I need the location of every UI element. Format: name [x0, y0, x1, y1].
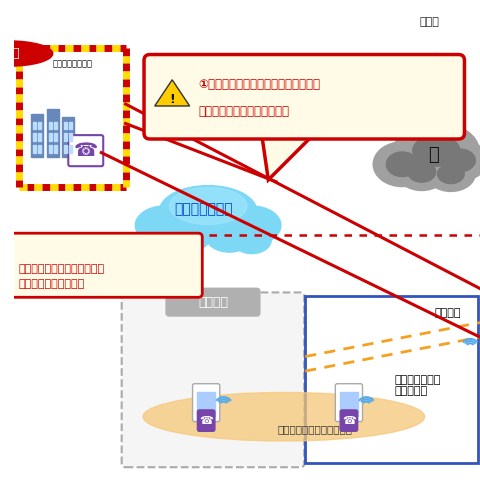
- Bar: [69, 133, 72, 141]
- Ellipse shape: [373, 142, 432, 187]
- Ellipse shape: [0, 41, 53, 66]
- Bar: [33, 121, 36, 129]
- Text: （内線電話端末）: （内線電話端末）: [52, 60, 92, 68]
- Polygon shape: [155, 80, 190, 106]
- Ellipse shape: [413, 135, 460, 166]
- Text: 変更等を行い勝手に内線登録: 変更等を行い勝手に内線登録: [198, 105, 289, 119]
- Ellipse shape: [394, 122, 479, 179]
- Text: !: !: [169, 93, 175, 106]
- FancyBboxPatch shape: [340, 410, 358, 432]
- Text: パソコン: パソコン: [434, 308, 461, 318]
- FancyBboxPatch shape: [144, 55, 465, 139]
- Bar: [54, 133, 57, 141]
- Ellipse shape: [446, 149, 475, 171]
- Ellipse shape: [386, 152, 419, 177]
- Bar: [47, 109, 59, 157]
- Bar: [24, 53, 120, 182]
- Polygon shape: [262, 133, 315, 180]
- FancyBboxPatch shape: [192, 384, 220, 421]
- Ellipse shape: [434, 140, 480, 181]
- Ellipse shape: [143, 393, 425, 441]
- Ellipse shape: [159, 186, 257, 236]
- Bar: [340, 393, 358, 416]
- Bar: [33, 133, 36, 141]
- Ellipse shape: [396, 154, 447, 191]
- Text: 内線電話端末になりすまして: 内線電話端末になりすまして: [19, 264, 105, 274]
- FancyBboxPatch shape: [5, 233, 202, 297]
- Ellipse shape: [145, 227, 184, 253]
- Bar: [64, 121, 67, 129]
- Text: ☎: ☎: [342, 416, 356, 426]
- FancyBboxPatch shape: [68, 135, 103, 166]
- Text: 電: 電: [428, 145, 439, 164]
- Ellipse shape: [437, 164, 464, 183]
- Ellipse shape: [162, 218, 211, 252]
- Ellipse shape: [422, 54, 451, 73]
- Ellipse shape: [135, 206, 193, 245]
- Bar: [38, 133, 41, 141]
- Bar: [69, 145, 72, 153]
- FancyBboxPatch shape: [122, 292, 304, 467]
- Bar: [69, 121, 72, 129]
- Bar: [49, 145, 52, 153]
- Ellipse shape: [169, 188, 247, 225]
- Text: ①インターネット経由で侵入して設定: ①インターネット経由で侵入して設定: [198, 78, 320, 91]
- Bar: [54, 121, 57, 129]
- Bar: [62, 117, 74, 157]
- Bar: [33, 145, 36, 153]
- Ellipse shape: [205, 218, 254, 252]
- Bar: [54, 145, 57, 153]
- FancyBboxPatch shape: [197, 410, 215, 432]
- Text: スマートフォン
パソコン等: スマートフォン パソコン等: [395, 375, 441, 396]
- Text: ☎: ☎: [73, 141, 98, 160]
- Text: 海外の電話番号に発信: 海外の電話番号に発信: [19, 279, 85, 288]
- Text: 内線登録して利用する機器: 内線登録して利用する機器: [277, 424, 352, 434]
- Ellipse shape: [408, 162, 436, 182]
- Text: 攻撃者: 攻撃者: [0, 47, 20, 60]
- Text: 覚えの: 覚えの: [420, 17, 440, 27]
- Bar: [64, 133, 67, 141]
- Bar: [49, 121, 52, 129]
- Ellipse shape: [223, 206, 281, 245]
- Text: 外出先等: 外出先等: [198, 296, 228, 309]
- FancyBboxPatch shape: [336, 384, 362, 421]
- Bar: [38, 121, 41, 129]
- FancyBboxPatch shape: [166, 288, 261, 317]
- Ellipse shape: [232, 227, 271, 253]
- Ellipse shape: [437, 62, 461, 78]
- Text: インターネット: インターネット: [174, 202, 233, 216]
- Bar: [305, 296, 478, 463]
- Ellipse shape: [416, 63, 437, 77]
- Bar: [31, 114, 43, 157]
- Bar: [197, 393, 215, 416]
- Bar: [64, 145, 67, 153]
- Bar: [49, 133, 52, 141]
- Ellipse shape: [427, 156, 475, 192]
- Text: ☎: ☎: [199, 416, 213, 426]
- Bar: [38, 145, 41, 153]
